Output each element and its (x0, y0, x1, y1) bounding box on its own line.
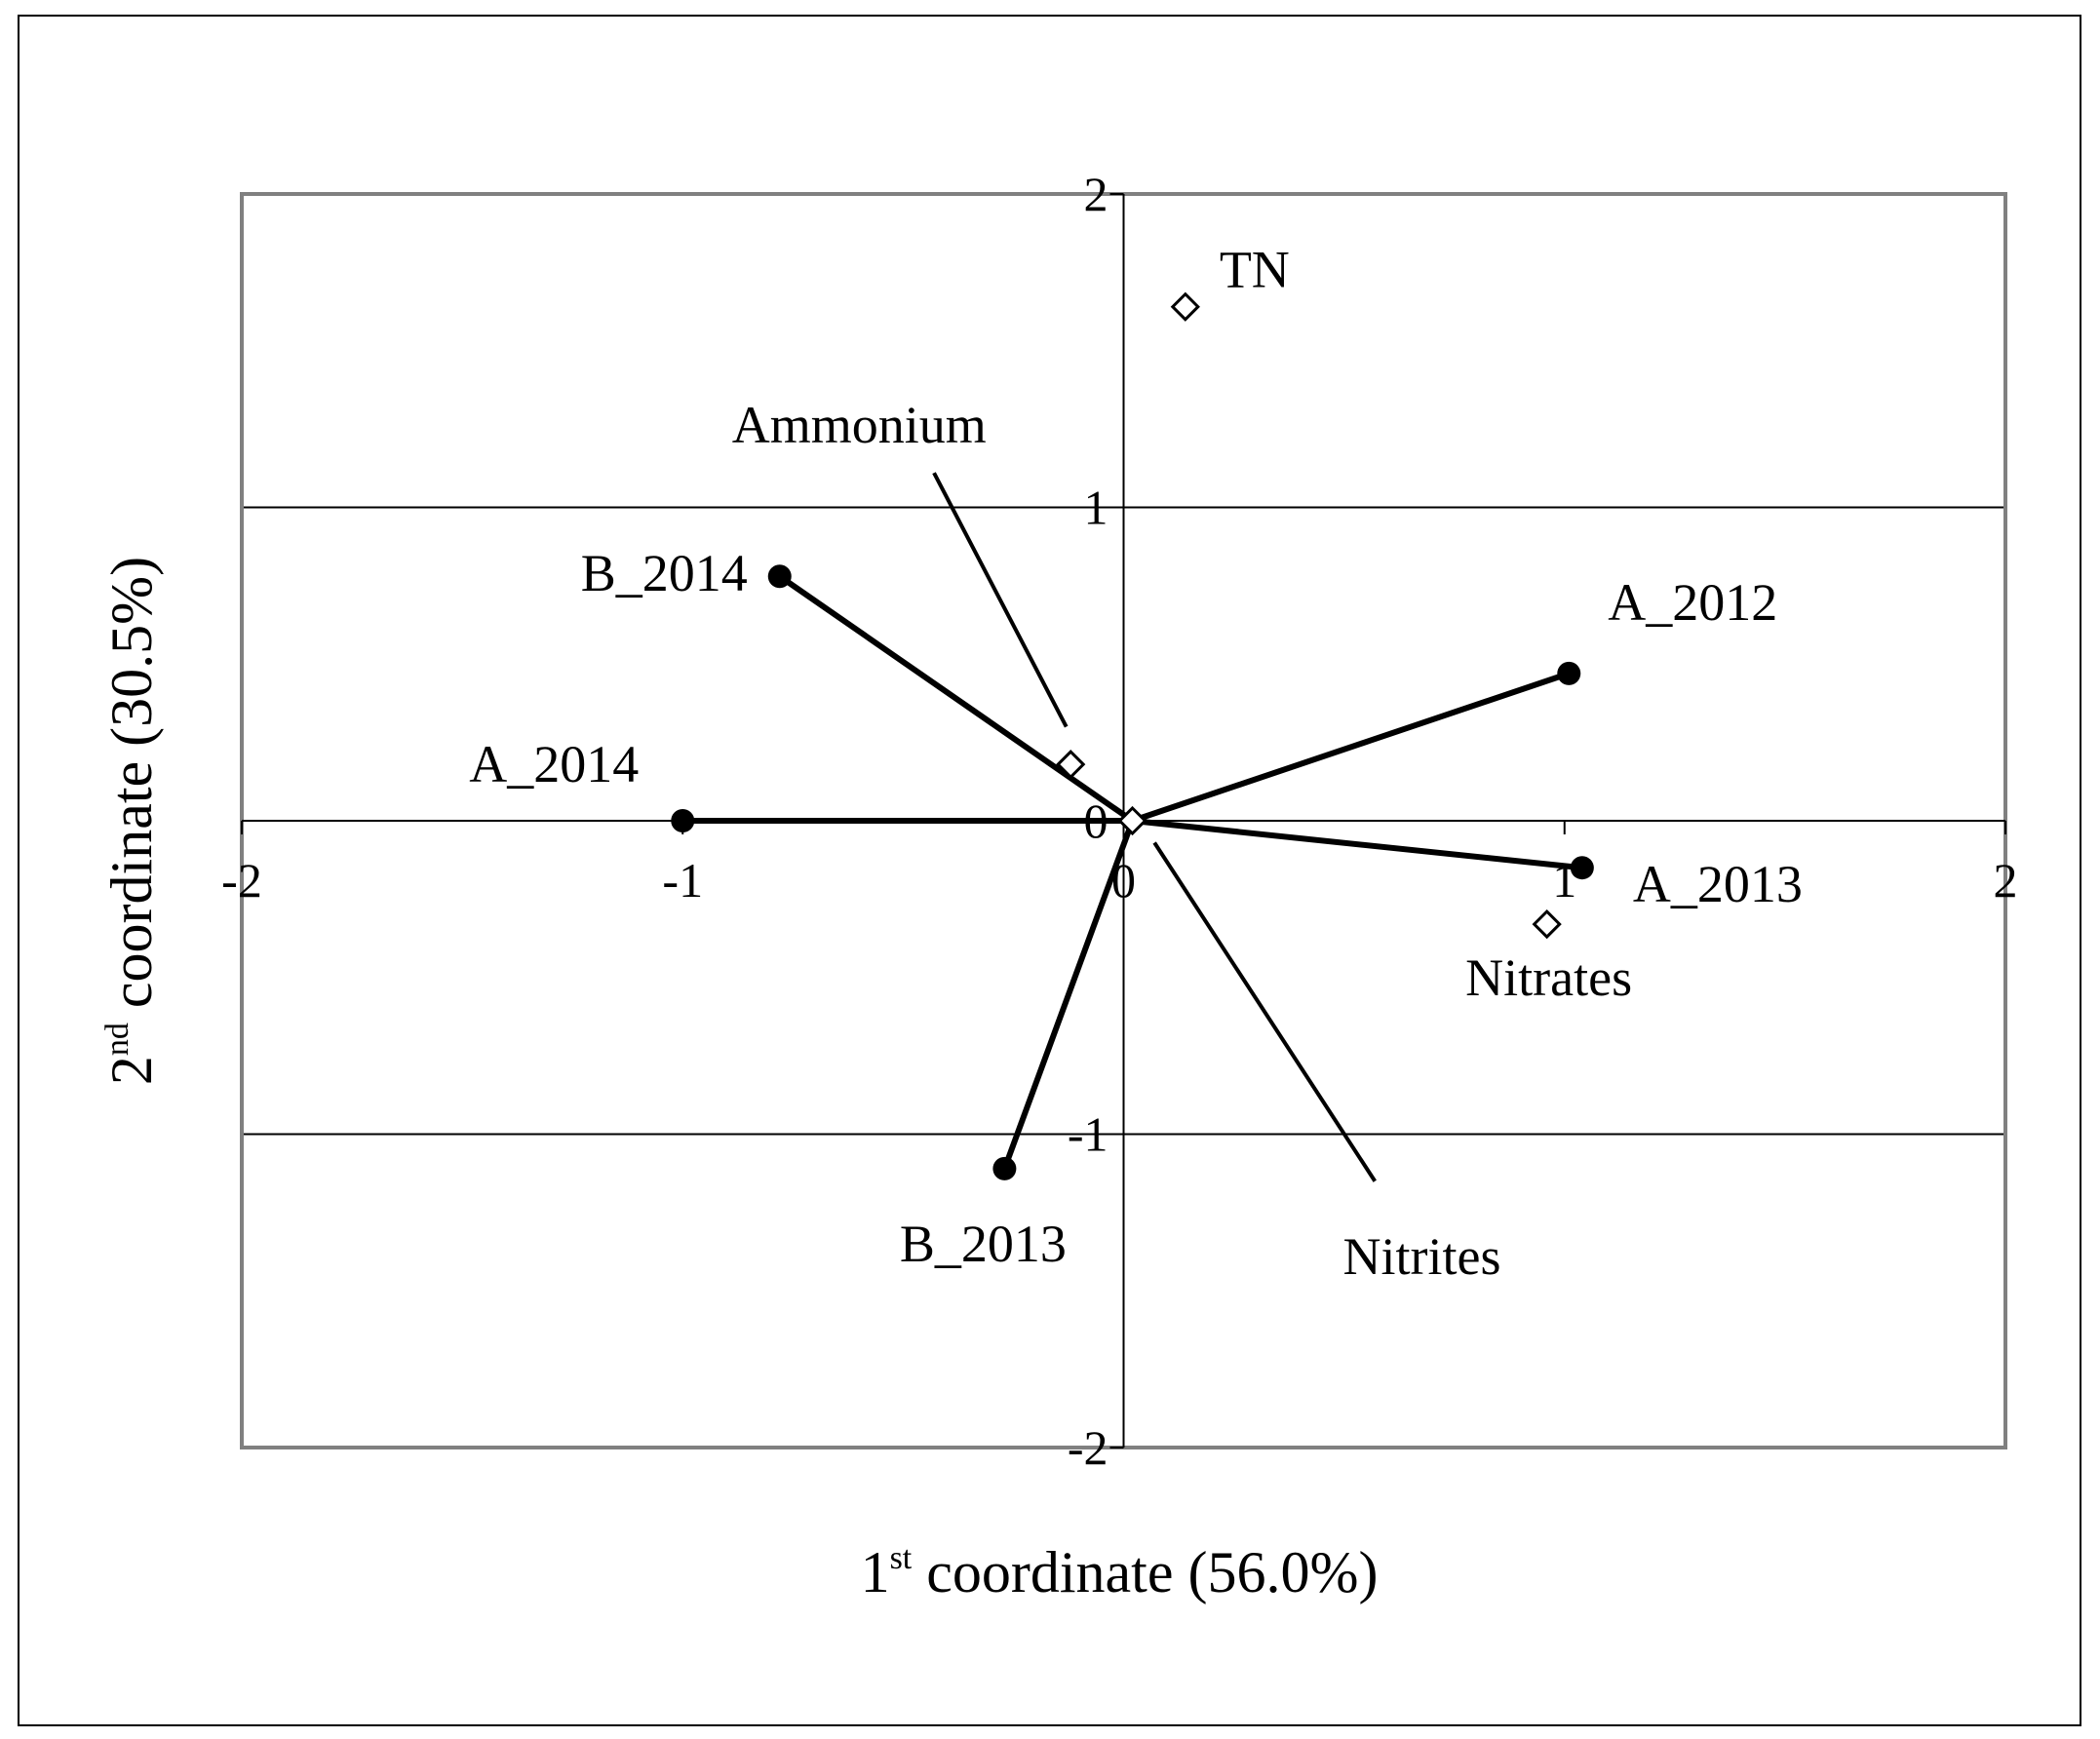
leader-line-ammonium (932, 472, 1069, 728)
point-labels: A_2012 A_2013 A_2014 B_2013 B_2014 TN Ammonium… (469, 241, 1803, 1286)
outer-border (18, 15, 2081, 1726)
y-axis-title: 2nd coordinate (30.5%) (99, 557, 164, 1085)
label-ammonium: Ammonium (732, 396, 987, 454)
point-b-2013 (992, 1156, 1017, 1180)
ray-b-2013 (1001, 819, 1136, 1170)
label-b-2013: B_2013 (900, 1215, 1067, 1273)
ray-a-2013 (1132, 818, 1583, 871)
label-a-2014: A_2014 (469, 735, 639, 793)
y-tick-label-0: -2 (1068, 1420, 1108, 1475)
point-ammonium (1056, 750, 1086, 780)
point-tn (1170, 291, 1200, 322)
point-a-2012 (1557, 661, 1581, 685)
y-tick-label-4: 2 (1084, 167, 1108, 221)
x-tick-label-1: -1 (662, 853, 703, 908)
x-tick-label-0: -2 (221, 853, 262, 908)
point-nitrates (1532, 908, 1562, 940)
data-marks (671, 291, 1594, 1182)
label-nitrates: Nitrates (1465, 948, 1632, 1007)
ray-b-2014 (778, 573, 1135, 824)
label-a-2013: A_2013 (1633, 855, 1803, 913)
label-a-2012: A_2012 (1608, 573, 1777, 632)
label-nitrites: Nitrites (1343, 1227, 1501, 1286)
y-tick-label-1: -1 (1068, 1107, 1108, 1162)
label-tn: TN (1220, 241, 1290, 299)
y-tick-label-3: 1 (1084, 481, 1108, 535)
point-a-2014 (671, 809, 695, 832)
label-b-2014: B_2014 (581, 544, 748, 602)
point-b-2014 (767, 564, 792, 589)
x-axis-title: 1st coordinate (56.0%) (861, 1540, 1379, 1604)
ray-a-2012 (1131, 671, 1571, 824)
leader-line-nitrites (1152, 841, 1377, 1182)
point-nitrites (1117, 805, 1147, 836)
point-a-2013 (1570, 856, 1594, 880)
x-tick-label-4: 2 (1994, 853, 2018, 908)
